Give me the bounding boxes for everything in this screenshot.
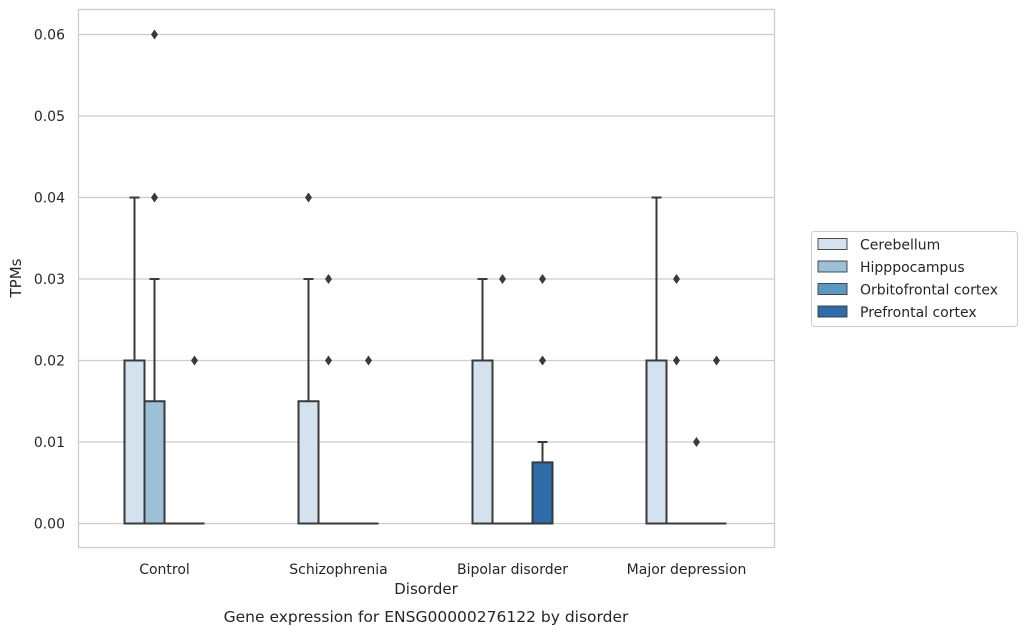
chart-caption: Gene expression for ENSG00000276122 by d… <box>224 608 629 626</box>
legend-label: Hipppocampus <box>860 260 965 276</box>
box-cerebellum <box>297 192 320 525</box>
box-body <box>471 359 494 525</box>
outlier-point <box>673 355 680 366</box>
outlier-point <box>539 355 546 366</box>
box-hipppocampus <box>492 274 513 525</box>
y-tick-label: 0.03 <box>34 272 65 288</box>
x-tick-label: Major depression <box>627 562 747 578</box>
box-body <box>297 400 320 525</box>
outlier-point <box>499 274 506 284</box>
outlier-point <box>713 355 720 366</box>
box-orbitofrontal-cortex <box>686 437 707 525</box>
y-tick-label: 0.06 <box>34 28 65 44</box>
outlier-point <box>151 29 158 40</box>
x-axis-label: Disorder <box>394 580 458 598</box>
box-body <box>143 400 166 525</box>
legend-label: Cerebellum <box>860 238 940 254</box>
legend: Cerebellum Hipppocampus Orbitofrontal cort… <box>811 231 1018 327</box>
outlier-point <box>539 274 546 284</box>
box-body <box>645 359 668 525</box>
outlier-point <box>325 355 332 366</box>
x-tick-label: Schizophrenia <box>289 562 387 578</box>
legend-swatch <box>817 238 848 250</box>
box-prefrontal-cortex <box>184 355 205 525</box>
box-hipppocampus <box>666 274 687 525</box>
outlier-point <box>673 274 680 284</box>
legend-swatch <box>817 260 848 273</box>
box-body <box>531 461 554 525</box>
outlier-point <box>325 274 332 284</box>
legend-label: Prefrontal cortex <box>860 305 977 321</box>
legend-label: Orbitofrontal cortex <box>860 283 998 299</box>
box-hipppocampus <box>318 274 339 525</box>
legend-swatch <box>817 283 848 295</box>
outlier-point <box>305 192 312 203</box>
box-prefrontal-cortex <box>706 355 727 525</box>
plot-area-frame <box>77 8 776 549</box>
y-tick-label: 0.01 <box>34 435 65 451</box>
box-cerebellum <box>645 196 668 525</box>
box-cerebellum <box>123 196 146 525</box>
y-tick-label: 0.00 <box>34 517 65 533</box>
outlier-point <box>191 355 198 366</box>
outlier-point <box>365 355 372 366</box>
x-tick-label: Bipolar disorder <box>457 562 568 578</box>
outlier-point <box>151 192 158 203</box>
y-tick-label: 0.02 <box>34 354 65 370</box>
y-tick-label: 0.05 <box>34 109 65 125</box>
outlier-point <box>693 437 700 447</box>
legend-frame <box>811 231 1018 327</box>
box-cerebellum <box>471 278 494 525</box>
x-tick-label: Control <box>139 562 190 578</box>
y-tick-label: 0.04 <box>34 191 65 207</box>
box-body <box>123 359 146 525</box>
box-hipppocampus <box>143 29 166 525</box>
box-prefrontal-cortex <box>531 274 554 525</box>
y-axis-label: TPMs <box>7 258 25 298</box>
box-prefrontal-cortex <box>358 355 379 525</box>
legend-swatch <box>817 305 848 318</box>
